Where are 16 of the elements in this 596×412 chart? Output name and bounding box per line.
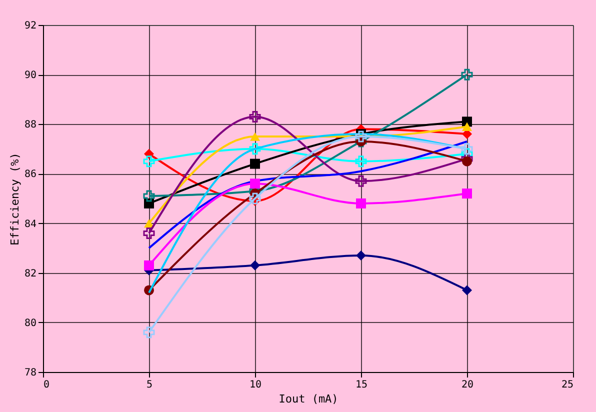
x-tick-label: 5 (146, 380, 153, 390)
x-tick-label: 15 (355, 380, 368, 390)
y-tick-label: 78 (24, 368, 36, 378)
y-axis-title: Efficiency (%) (8, 152, 22, 246)
y-tick-label: 92 (24, 20, 36, 32)
x-tick-label: 0 (44, 380, 50, 390)
y-tick-label: 86 (24, 169, 36, 180)
y-tick-label: 84 (24, 218, 36, 230)
y-tick-label: 88 (24, 120, 36, 131)
x-tick-label: 20 (461, 380, 474, 390)
x-axis-title: Iout (mA) (278, 392, 338, 406)
y-tick-label: 90 (24, 70, 36, 82)
y-tick-label: 80 (24, 318, 36, 329)
x-tick-label: 25 (561, 380, 574, 390)
y-tick-label: 82 (24, 268, 36, 280)
x-tick-label: 10 (249, 380, 262, 390)
